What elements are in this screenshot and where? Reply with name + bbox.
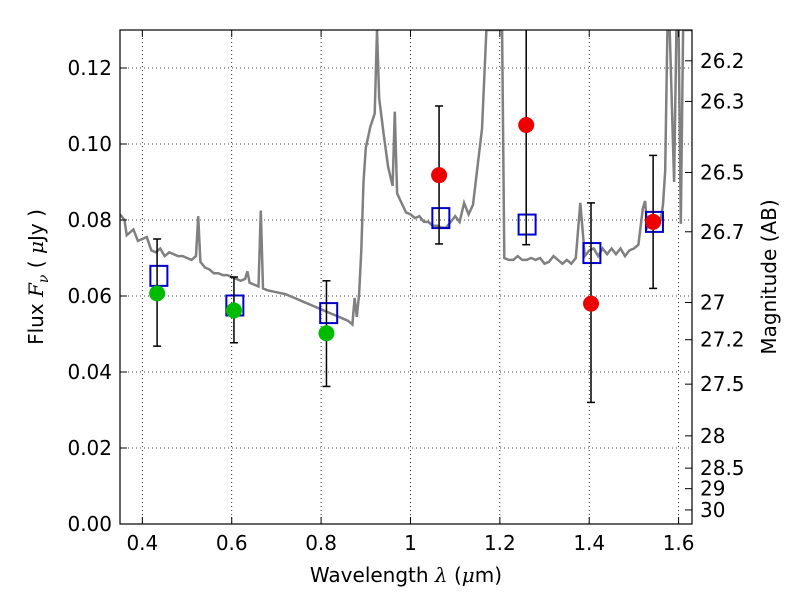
y-tick-label: 0.12 [67, 56, 112, 80]
axis-ticks [120, 30, 692, 525]
y-tick-label: 0.10 [67, 132, 112, 156]
x-tick-labels: 0.4 0.6 0.8 1 1.2 1.4 1.6 [126, 531, 694, 555]
x-tick-label: 0.4 [126, 531, 158, 555]
model-square [319, 302, 339, 325]
y2-tick-label: 29 [700, 477, 725, 501]
data-point [518, 117, 535, 133]
y-tick-label: 0.08 [67, 208, 112, 232]
data-point [645, 213, 662, 230]
y-tick-label: 0.06 [67, 284, 112, 308]
data-point [318, 325, 335, 342]
y2-tick-label: 26.5 [700, 161, 745, 185]
x-tick-label: 0.6 [216, 531, 248, 555]
y2-tick-label: 27.5 [700, 372, 745, 396]
x-tick-label: 1.4 [573, 531, 605, 555]
y2-tick-label: 28.5 [700, 456, 745, 480]
detection-points [149, 117, 662, 342]
x-tick-label: 1 [404, 531, 417, 555]
plot-frame [119, 29, 693, 525]
spectrum-line [120, 30, 692, 328]
x-axis-title: Wavelength λ (μm) [310, 563, 502, 587]
y-axis-title: Flux Fν ( μJy ) [24, 209, 52, 345]
data-point [431, 167, 448, 184]
model-square [582, 242, 602, 265]
data-point [225, 302, 242, 319]
y2-tick-label: 30 [700, 498, 725, 522]
data-point [149, 285, 166, 302]
y-tick-label: 0.00 [67, 512, 112, 536]
model-square [431, 207, 451, 230]
y2-tick-label: 28 [700, 424, 725, 448]
plot-background [120, 30, 692, 524]
y2-tick-label: 26.7 [700, 220, 745, 244]
model-square [517, 213, 537, 236]
y2-tick-label: 27 [700, 290, 725, 314]
grid-lines [120, 30, 692, 524]
x-tick-label: 1.2 [484, 531, 516, 555]
y-tick-label: 0.02 [67, 436, 112, 460]
data-point [583, 295, 600, 312]
y2-tick-label: 27.2 [700, 328, 745, 352]
y2-tick-label: 26.2 [700, 49, 745, 73]
y-tick-labels: 0.00 0.02 0.04 0.06 0.08 0.10 0.12 [67, 56, 112, 536]
y2-axis-title: Magnitude (AB) [757, 199, 781, 354]
x-tick-label: 0.8 [305, 531, 337, 555]
y-tick-label: 0.04 [67, 360, 112, 384]
plot-area [120, 30, 692, 404]
y2-tick-label: 26.3 [700, 89, 745, 113]
x-tick-label: 1.6 [663, 531, 695, 555]
